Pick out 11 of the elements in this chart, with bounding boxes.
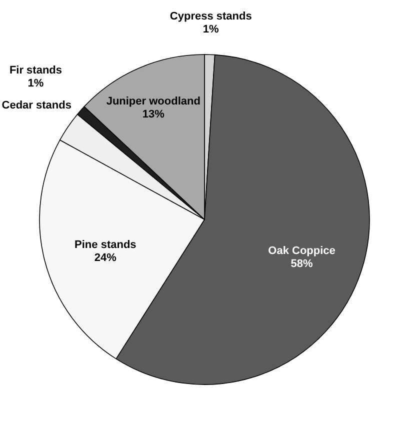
data-label: 13% xyxy=(142,108,165,120)
data-label: 58% xyxy=(290,258,314,270)
data-label: 1% xyxy=(28,78,44,90)
slice-label: Juniper woodland xyxy=(106,95,200,108)
slice-label: Oak Coppice xyxy=(268,245,336,258)
slice-label: Cedar stands xyxy=(2,99,72,112)
data-label: 1% xyxy=(202,24,220,36)
slice-label: Cypress stands xyxy=(170,10,252,23)
slice-label: Pine stands xyxy=(74,238,136,251)
slice-label: Fir stands xyxy=(9,64,62,77)
data-label: 24% xyxy=(94,252,117,264)
